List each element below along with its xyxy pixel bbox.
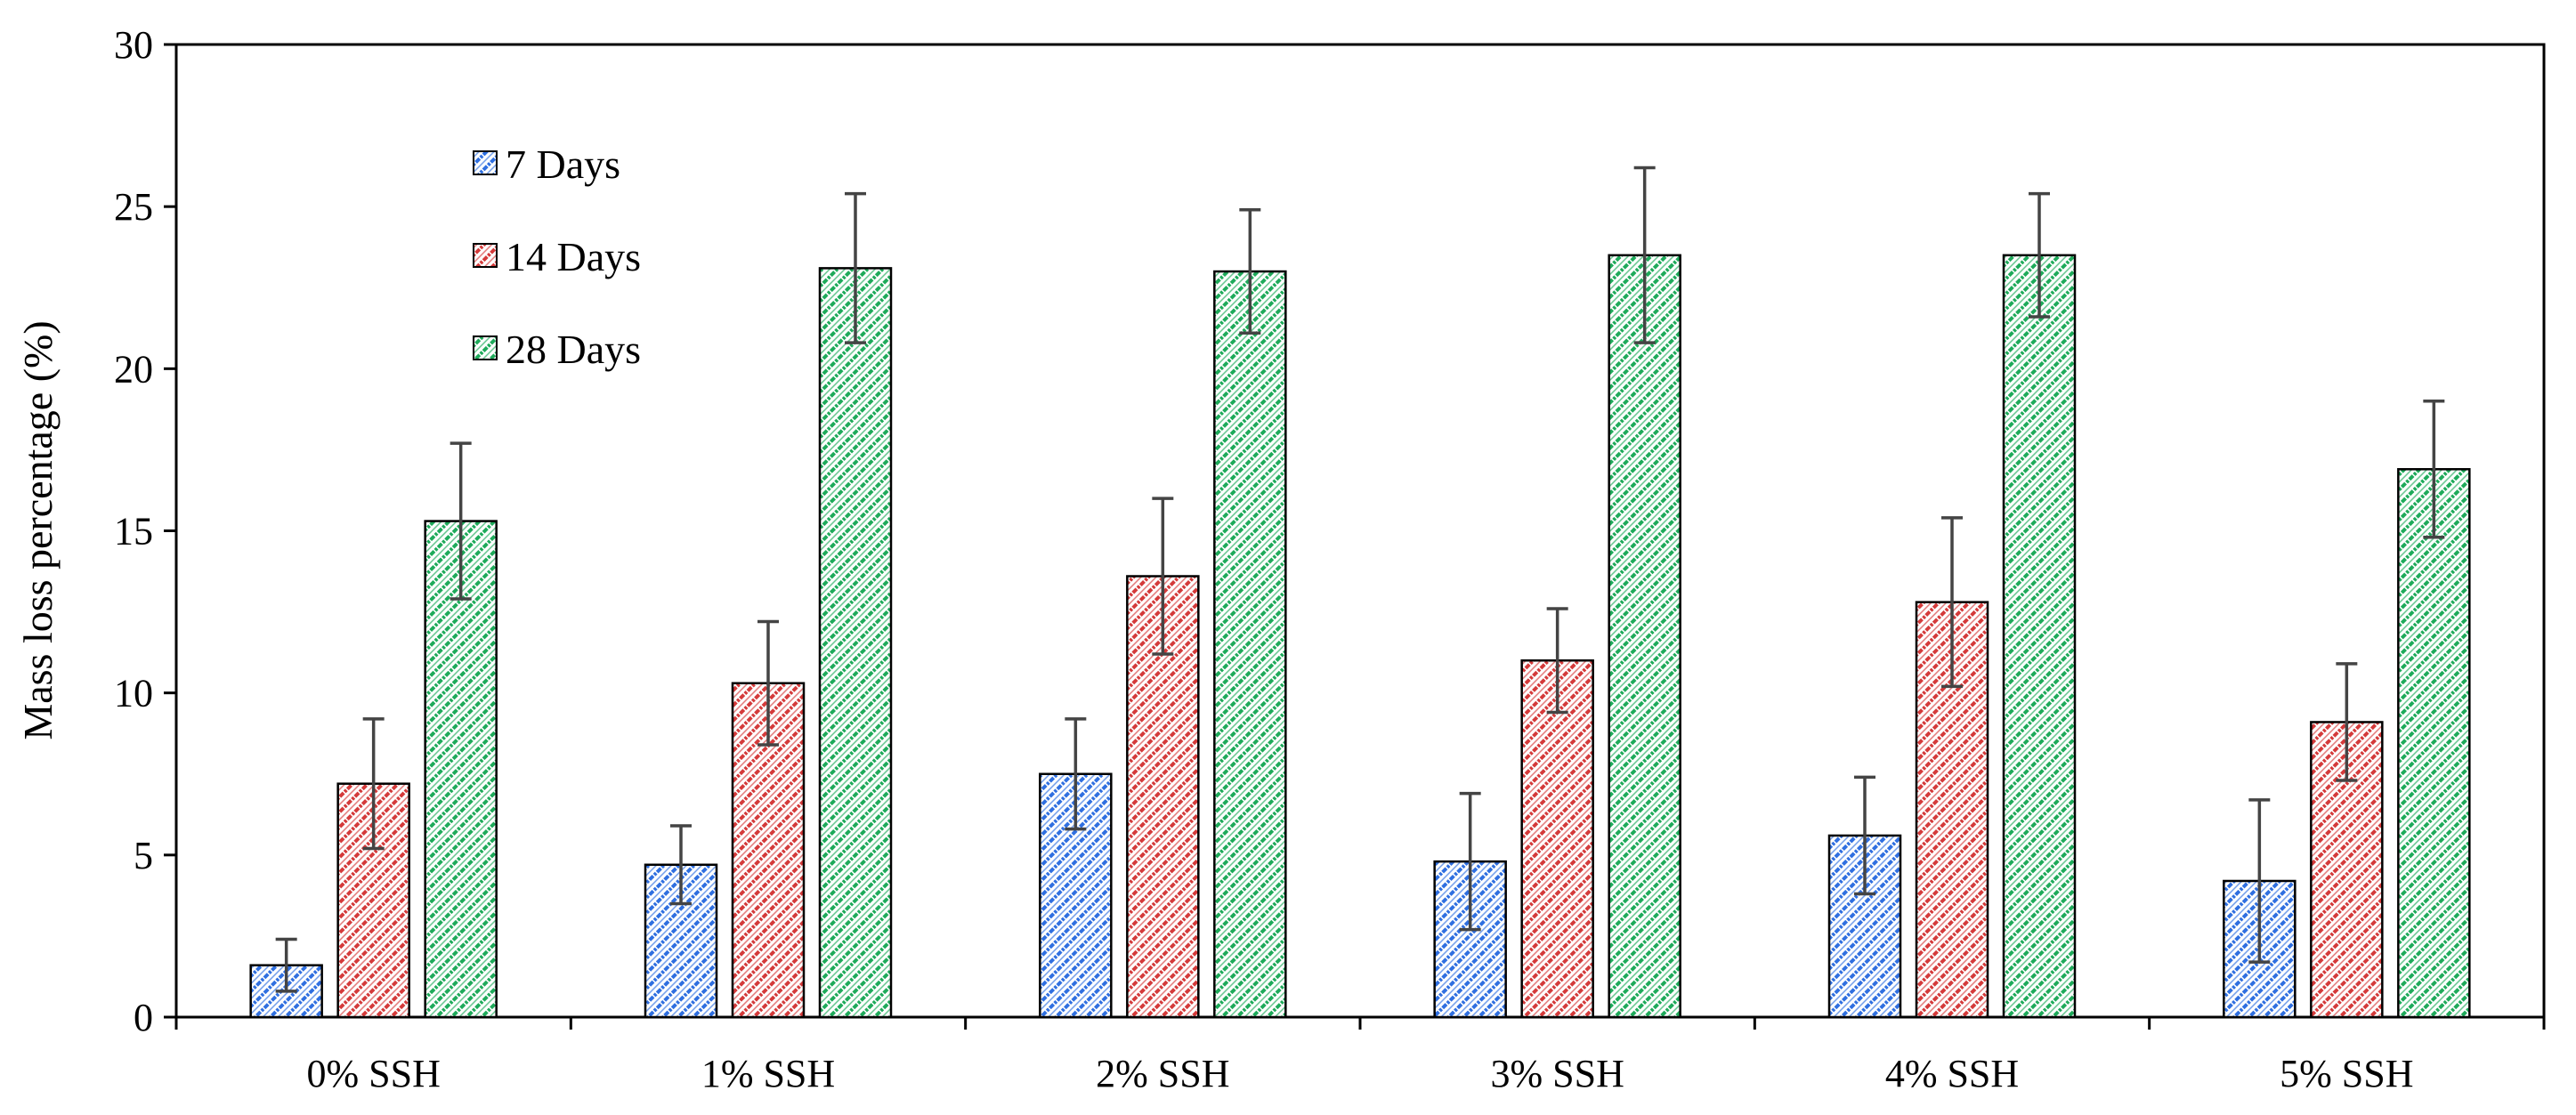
error-bar-3pct-ssh-28-days xyxy=(1633,166,1656,344)
error-bar-0pct-ssh-7-days xyxy=(275,937,297,993)
bar-0pct-ssh-28-days xyxy=(424,520,498,1019)
error-bar-0pct-ssh-28-days xyxy=(450,441,472,601)
x-tick-label-5pct-ssh: 5% SSH xyxy=(2280,1052,2413,1095)
y-axis-label: Mass loss percentage (%) xyxy=(15,320,61,739)
error-bar-1pct-ssh-7-days xyxy=(670,824,692,906)
error-bar-2pct-ssh-7-days xyxy=(1065,717,1087,831)
y-tick-label-30: 30 xyxy=(114,23,153,67)
error-bar-2pct-ssh-14-days xyxy=(1152,497,1174,656)
x-tick-label-0pct-ssh: 0% SSH xyxy=(306,1052,440,1095)
error-bar-5pct-ssh-14-days xyxy=(2336,662,2358,782)
error-bar-1pct-ssh-14-days xyxy=(757,619,779,747)
error-bar-4pct-ssh-14-days xyxy=(1941,516,1963,689)
legend-label-28-days: 28 Days xyxy=(506,327,641,372)
error-bar-2pct-ssh-28-days xyxy=(1239,208,1261,335)
bar-5pct-ssh-28-days xyxy=(2397,468,2471,1019)
bar-3pct-ssh-28-days xyxy=(1608,254,1681,1019)
bar-4pct-ssh-28-days xyxy=(2002,254,2077,1019)
y-tick-label-25: 25 xyxy=(114,185,153,229)
y-tick-label-15: 15 xyxy=(114,510,153,553)
error-bar-5pct-ssh-7-days xyxy=(2248,798,2271,964)
y-tick-label-20: 20 xyxy=(114,347,153,391)
error-bar-3pct-ssh-7-days xyxy=(1459,791,1481,932)
error-bars xyxy=(275,166,2445,993)
bar-1pct-ssh-28-days xyxy=(818,267,893,1019)
legend-label-7-days: 7 Days xyxy=(506,141,620,187)
x-tick-label-3pct-ssh: 3% SSH xyxy=(1490,1052,1624,1095)
error-bar-4pct-ssh-7-days xyxy=(1854,775,1875,896)
legend-label-14-days: 14 Days xyxy=(506,234,641,279)
plot-frame xyxy=(174,43,2546,1019)
y-axis: 0 5 10 15 20 25 30 xyxy=(114,23,176,1039)
y-tick-label-5: 5 xyxy=(134,834,153,877)
error-bar-0pct-ssh-14-days xyxy=(362,717,385,851)
bar-2pct-ssh-28-days xyxy=(1213,270,1287,1019)
legend-swatch-28-days xyxy=(473,335,498,360)
error-bar-5pct-ssh-28-days xyxy=(2423,400,2445,539)
legend-swatch-14-days xyxy=(473,243,498,268)
y-tick-label-0: 0 xyxy=(134,996,153,1039)
x-tick-label-4pct-ssh: 4% SSH xyxy=(1885,1052,2019,1095)
legend-swatch-7-days xyxy=(473,150,498,175)
error-bar-1pct-ssh-28-days xyxy=(845,191,866,344)
error-bar-3pct-ssh-14-days xyxy=(1546,607,1568,715)
x-tick-label-2pct-ssh: 2% SSH xyxy=(1096,1052,1229,1095)
error-bar-4pct-ssh-28-days xyxy=(2029,191,2050,319)
y-tick-label-10: 10 xyxy=(114,672,153,715)
x-tick-label-1pct-ssh: 1% SSH xyxy=(701,1052,835,1095)
bars xyxy=(249,254,2471,1019)
legend: 7 Days 14 Days 28 Days xyxy=(473,141,641,372)
x-axis: 0% SSH 1% SSH 2% SSH 3% SSH 4% SSH 5% SSH xyxy=(174,1017,2546,1095)
bar-3pct-ssh-14-days xyxy=(1520,658,1594,1019)
